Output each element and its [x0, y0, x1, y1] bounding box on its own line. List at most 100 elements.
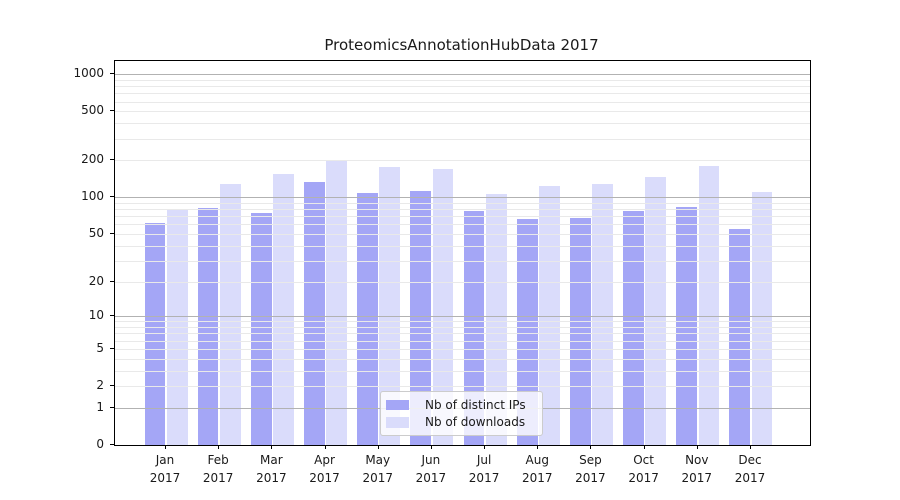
- x-tick-mark: [537, 445, 539, 449]
- minor-gridline: [115, 86, 810, 88]
- minor-gridline: [115, 209, 810, 211]
- y-tick-label: 1000: [73, 66, 104, 81]
- y-tick-mark: [110, 73, 114, 75]
- y-tick-mark: [110, 232, 114, 234]
- minor-gridline: [115, 101, 810, 103]
- bar-downloads-mar: [273, 174, 294, 445]
- x-tick-label-dec: Dec 2017: [734, 453, 766, 485]
- y-tick-label: 100: [81, 189, 104, 204]
- x-tick-label-aug: Aug 2017: [521, 453, 553, 485]
- bar-ips-nov: [676, 207, 698, 445]
- y-tick-label: 10: [88, 308, 104, 323]
- legend-item-downloads: Nb of downloads: [381, 414, 542, 432]
- legend: Nb of distinct IPs Nb of downloads: [380, 391, 543, 436]
- y-tick-label: 200: [81, 152, 104, 167]
- major-gridline: [115, 316, 810, 318]
- y-tick-mark: [110, 280, 114, 282]
- bar-downloads-jun: [432, 169, 454, 445]
- bar-downloads-aug: [539, 185, 560, 445]
- y-tick-mark: [110, 385, 114, 387]
- legend-label-distinct-ips: Nb of distinct IPs: [425, 397, 526, 412]
- minor-gridline: [115, 138, 810, 140]
- minor-gridline: [115, 202, 810, 204]
- x-tick-mark: [749, 445, 751, 449]
- x-tick-label-oct: Oct 2017: [628, 453, 659, 485]
- minor-gridline: [115, 327, 810, 329]
- minor-gridline: [115, 260, 810, 262]
- y-tick-label: 20: [88, 273, 104, 288]
- bar-ips-sep: [569, 217, 591, 445]
- y-tick-mark: [110, 159, 114, 161]
- minor-gridline: [115, 281, 810, 283]
- bar-ips-may: [357, 193, 378, 445]
- y-tick-mark: [110, 110, 114, 112]
- y-tick-label: 1: [96, 399, 104, 414]
- bar-ips-aug: [516, 218, 538, 445]
- bar-ips-mar: [250, 212, 272, 445]
- major-gridline: [115, 74, 810, 76]
- bar-downloads-may: [379, 166, 401, 445]
- x-tick-label-jan: Jan 2017: [149, 453, 181, 485]
- y-tick-label: 2: [96, 378, 104, 393]
- y-tick-label: 0: [96, 437, 104, 451]
- bar-downloads-nov: [698, 165, 720, 445]
- x-tick-mark: [643, 445, 645, 449]
- x-tick-label-jul: Jul 2017: [468, 453, 500, 485]
- major-gridline: [115, 197, 810, 199]
- x-tick-mark: [324, 445, 326, 449]
- plot-area: Nb of distinct IPs Nb of downloads: [114, 60, 811, 446]
- x-tick-label-apr: Apr 2017: [309, 453, 340, 485]
- x-tick-label-feb: Feb 2017: [202, 453, 234, 485]
- y-tick-mark: [110, 196, 114, 198]
- y-tick-label: 5: [96, 340, 104, 355]
- x-tick-label-jun: Jun 2017: [415, 453, 447, 485]
- minor-gridline: [115, 245, 810, 247]
- x-tick-mark: [484, 445, 486, 449]
- bar-ips-apr: [304, 181, 325, 445]
- bar-ips-feb: [197, 208, 219, 445]
- bar-downloads-jul: [485, 193, 507, 445]
- bar-ips-jun: [410, 190, 432, 445]
- minor-gridline: [115, 358, 810, 360]
- minor-gridline: [115, 386, 810, 388]
- x-tick-mark: [377, 445, 379, 449]
- x-tick-label-sep: Sep 2017: [575, 453, 606, 485]
- x-tick-mark: [218, 445, 220, 449]
- bar-downloads-oct: [645, 177, 667, 445]
- x-tick-mark: [696, 445, 698, 449]
- legend-swatch-downloads: [386, 417, 409, 428]
- legend-swatch-distinct-ips: [386, 399, 409, 410]
- minor-gridline: [115, 348, 810, 350]
- y-tick-mark: [110, 444, 114, 445]
- bar-downloads-apr: [326, 160, 348, 445]
- minor-gridline: [115, 79, 810, 81]
- legend-label-downloads: Nb of downloads: [425, 415, 526, 430]
- minor-gridline: [115, 333, 810, 335]
- bar-downloads-dec: [751, 191, 773, 445]
- y-tick-label: 500: [81, 103, 104, 118]
- y-tick-mark: [110, 406, 114, 408]
- minor-gridline: [115, 123, 810, 125]
- x-tick-label-may: May 2017: [362, 453, 393, 485]
- minor-gridline: [115, 370, 810, 372]
- x-tick-label-nov: Nov 2017: [681, 453, 713, 485]
- chart-title: ProteomicsAnnotationHubData 2017: [324, 36, 599, 54]
- minor-gridline: [115, 224, 810, 226]
- bar-downloads-sep: [592, 184, 613, 445]
- x-tick-mark: [590, 445, 592, 449]
- y-tick-label: 50: [88, 225, 104, 240]
- x-tick-mark: [165, 445, 166, 449]
- minor-gridline: [115, 321, 810, 323]
- y-tick-mark: [110, 347, 114, 349]
- minor-gridline: [115, 93, 810, 95]
- x-tick-label-mar: Mar 2017: [256, 453, 287, 485]
- bar-downloads-feb: [219, 184, 241, 445]
- minor-gridline: [115, 216, 810, 218]
- minor-gridline: [115, 111, 810, 113]
- minor-gridline: [115, 233, 810, 235]
- bar-ips-dec: [729, 228, 751, 445]
- minor-gridline: [115, 340, 810, 342]
- legend-item-distinct-ips: Nb of distinct IPs: [381, 396, 542, 414]
- x-tick-mark: [430, 445, 432, 449]
